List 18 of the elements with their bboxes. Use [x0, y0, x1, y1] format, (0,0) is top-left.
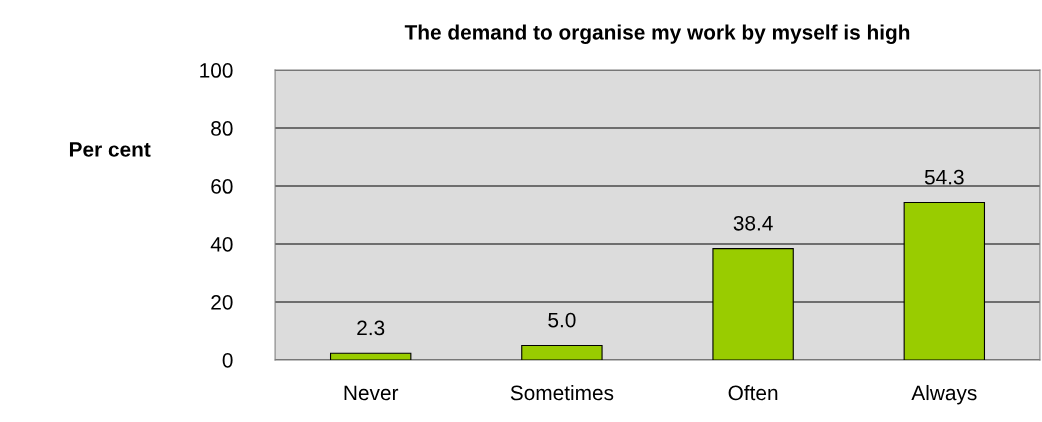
y-tick-label: 60 — [211, 179, 233, 194]
y-tick-label: 0 — [222, 352, 233, 368]
y-tick-label: 100 — [200, 63, 233, 78]
data-label: 38.4 — [733, 215, 773, 231]
x-tick-label: Always — [911, 384, 977, 405]
chart-title: The demand to organise my work by myself is high — [404, 24, 910, 44]
x-tick-label: Often — [728, 384, 778, 401]
y-axis-title: Per cent — [69, 142, 151, 157]
x-tick-label: Never — [344, 385, 399, 401]
y-tick-label: 40 — [210, 237, 233, 252]
y-tick-label: 80 — [211, 121, 233, 136]
bar — [329, 352, 412, 360]
data-label: 54.3 — [924, 169, 964, 185]
y-tick-label: 20 — [211, 294, 233, 310]
data-label: 2.3 — [357, 320, 385, 336]
x-tick-label: Sometimes — [510, 384, 614, 401]
data-label: 5.0 — [548, 312, 576, 328]
bar — [521, 344, 603, 360]
